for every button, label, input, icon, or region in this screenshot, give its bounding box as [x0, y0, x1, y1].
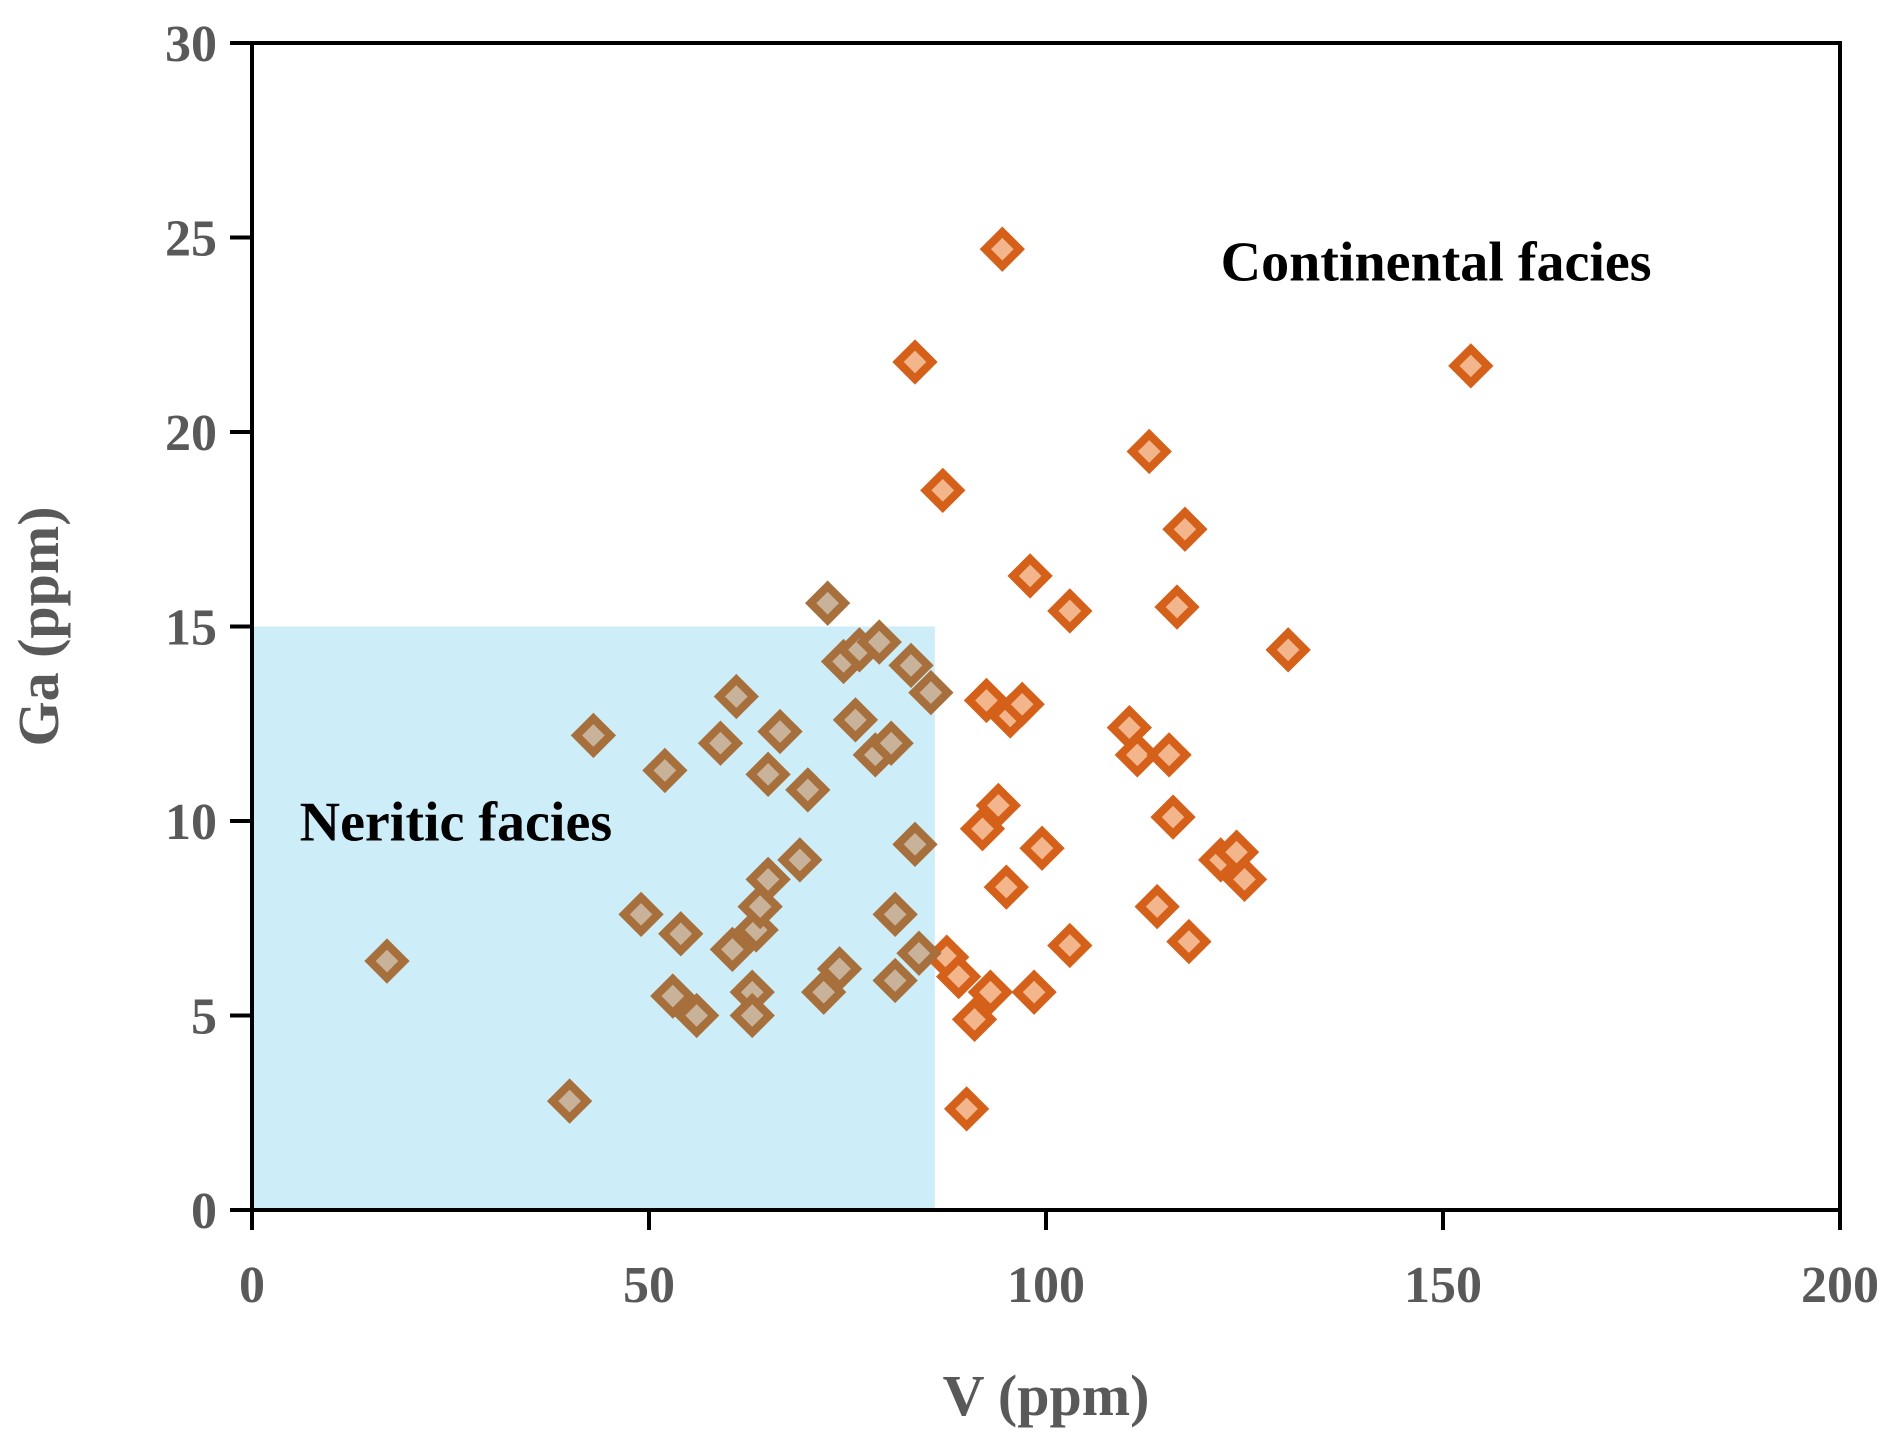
- neritic-data-point: [816, 946, 863, 992]
- neritic-data-point: [650, 973, 696, 1019]
- neritic-data-point: [658, 911, 704, 957]
- continental-data-point: [1134, 883, 1180, 930]
- neritic-facies-label: Neritic facies: [300, 791, 612, 853]
- neritic-data-point: [832, 697, 879, 743]
- y-tick-label: 5: [191, 989, 217, 1046]
- continental-data-point: [1146, 732, 1192, 778]
- neritic-data-point: [713, 673, 759, 720]
- continental-data-point: [936, 953, 982, 1000]
- continental-data-point: [1114, 732, 1160, 778]
- neritic-data-point: [908, 669, 954, 716]
- y-tick-label: 25: [165, 211, 217, 268]
- continental-data-point: [967, 969, 1014, 1015]
- continental-data-point: [1448, 343, 1494, 389]
- neritic-data-point: [673, 992, 720, 1039]
- continental-data-point: [920, 467, 966, 514]
- y-tick-label: 30: [165, 16, 217, 73]
- neritic-data-point: [364, 938, 410, 984]
- y-tick-label: 15: [165, 600, 217, 657]
- y-axis-title: Ga (ppm): [6, 506, 71, 746]
- x-axis-title: V (ppm): [943, 1363, 1150, 1428]
- continental-data-point: [892, 339, 938, 385]
- continental-data-point: [1126, 428, 1172, 475]
- x-tick-label: 200: [1801, 1257, 1879, 1314]
- x-tick-labels: 0 50 100 150 200: [239, 1257, 1879, 1314]
- y-tick-label: 0: [191, 1183, 217, 1240]
- continental-data-point: [1011, 969, 1057, 1015]
- x-tick-label: 0: [239, 1257, 265, 1314]
- neritic-data-point: [804, 580, 851, 626]
- y-tick-labels: 0 5 10 15 20 25 30: [165, 16, 217, 1240]
- neritic-data-point: [872, 957, 918, 1004]
- continental-data-point: [1019, 825, 1065, 871]
- neritic-data-point: [697, 720, 744, 766]
- neritic-data-point: [872, 891, 918, 938]
- continental-data-point: [943, 1086, 990, 1132]
- continental-data-point: [1047, 922, 1093, 969]
- axis-ticks: [230, 41, 1842, 1230]
- neritic-data-point: [618, 891, 664, 938]
- continental-data-point: [999, 681, 1045, 727]
- x-tick-label: 100: [1007, 1257, 1085, 1314]
- x-tick-label: 150: [1404, 1257, 1482, 1314]
- x-tick-label: 50: [623, 1257, 675, 1314]
- neritic-data-point: [892, 821, 938, 867]
- neritic-data-point: [546, 1078, 593, 1124]
- neritic-data-point: [757, 708, 803, 755]
- data-points: [364, 226, 1494, 1132]
- continental-data-point: [1166, 918, 1212, 965]
- continental-data-point: [1047, 588, 1093, 634]
- neritic-data-point: [896, 930, 942, 976]
- continental-data-point: [1162, 506, 1208, 552]
- continental-data-point: [1150, 794, 1196, 840]
- neritic-data-point: [709, 926, 756, 973]
- continental-data-point: [1154, 584, 1200, 630]
- continental-data-point: [979, 226, 1025, 272]
- plot-area-border: [250, 41, 1842, 1212]
- y-tick-label: 10: [165, 794, 217, 851]
- neritic-data-point: [642, 747, 688, 794]
- neritic-data-point: [868, 720, 914, 766]
- neritic-data-point: [785, 767, 831, 813]
- neritic-data-point: [777, 837, 823, 883]
- neritic-data-point: [856, 619, 902, 665]
- continental-facies-label: Continental facies: [1221, 231, 1652, 293]
- neritic-data-point: [745, 751, 791, 797]
- neritic-data-point: [888, 642, 934, 689]
- neritic-data-point: [570, 712, 617, 759]
- continental-data-point: [975, 782, 1022, 829]
- y-tick-label: 20: [165, 405, 217, 462]
- neritic-data-point: [729, 992, 775, 1039]
- continental-data-point: [983, 864, 1029, 910]
- continental-data-point: [1265, 627, 1311, 673]
- continental-data-point: [951, 996, 998, 1043]
- continental-data-point: [1007, 553, 1053, 599]
- neritic-data-point: [745, 856, 791, 903]
- continental-data-point: [1221, 856, 1268, 903]
